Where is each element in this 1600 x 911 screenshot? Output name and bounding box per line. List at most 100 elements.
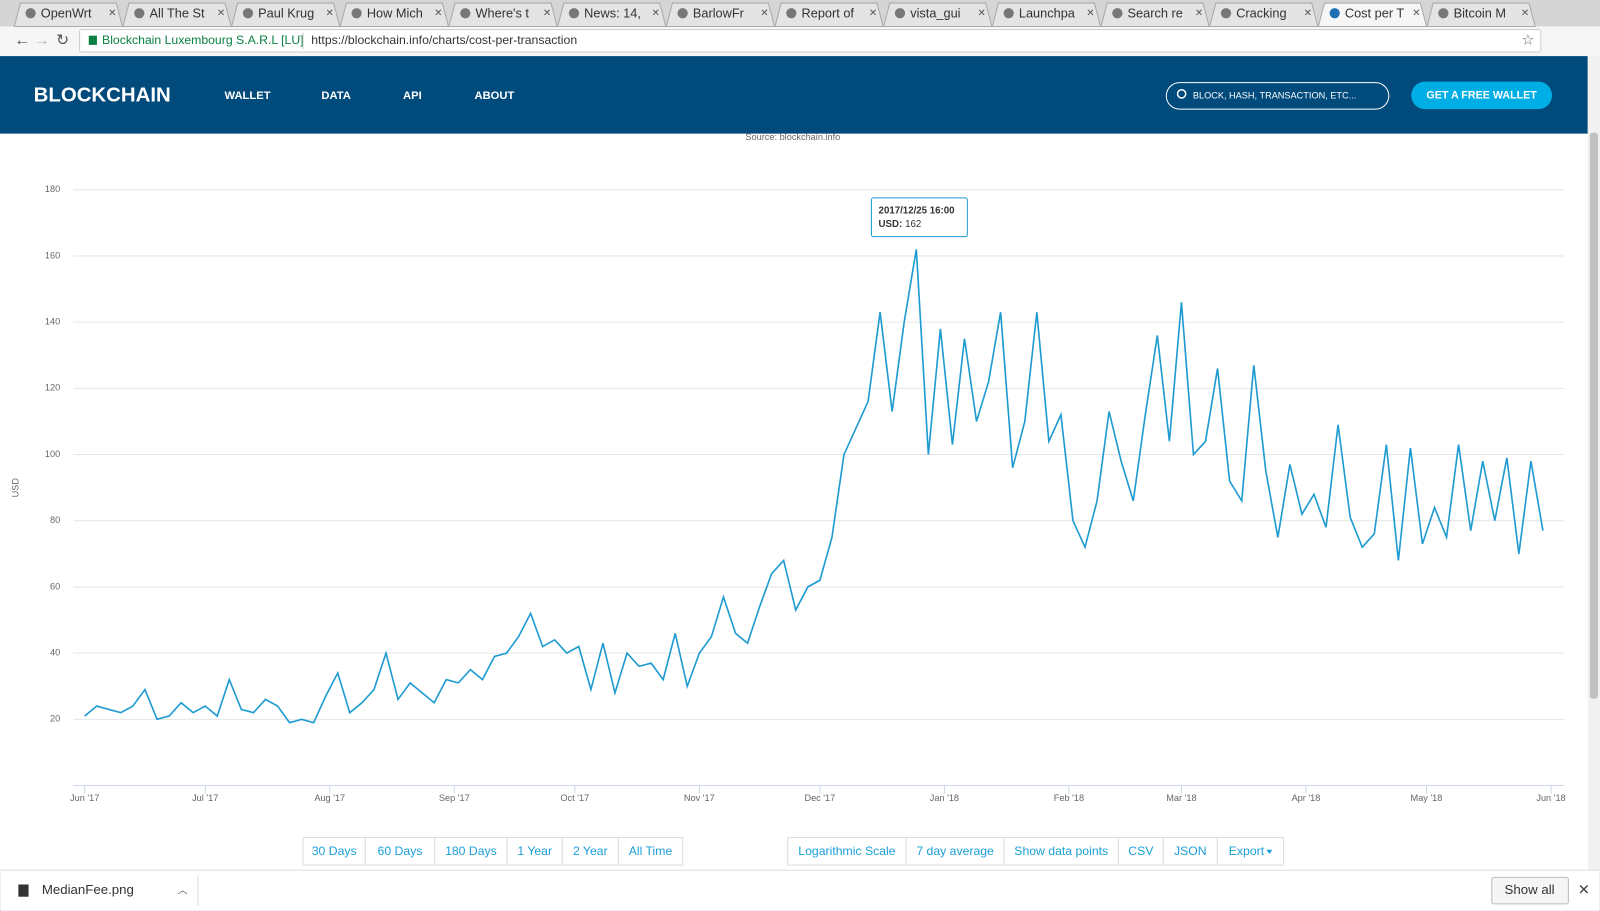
tab-favicon: [25, 8, 36, 19]
chart-button[interactable]: [1117, 837, 1164, 866]
tab-title: Where's t: [476, 6, 530, 21]
download-file[interactable]: MedianFee.png: [42, 882, 134, 897]
chart-button-label: 60 Days: [378, 844, 423, 858]
url: https://blockchain.info/charts/cost-per-…: [311, 33, 577, 47]
search-box[interactable]: [1165, 82, 1390, 110]
tooltip-value: 162: [905, 219, 921, 230]
x-tick-label: May '18: [1411, 793, 1443, 803]
nav-link[interactable]: ABOUT: [474, 90, 514, 102]
tab-title: Report of: [802, 6, 855, 21]
site-header: [0, 56, 1588, 134]
cta-button[interactable]: [1411, 81, 1553, 110]
tab-favicon: [1329, 8, 1340, 19]
chart-button[interactable]: [561, 837, 619, 866]
x-tick-label: Apr '18: [1292, 793, 1321, 803]
tab-title: OpenWrt: [41, 6, 92, 21]
x-tick-label: Aug '17: [314, 793, 345, 803]
nav-link[interactable]: WALLET: [224, 90, 270, 102]
tab-title: How Mich: [367, 6, 423, 21]
tab-title: Paul Krug: [258, 6, 314, 21]
logo[interactable]: BLOCKCHAIN: [34, 84, 171, 106]
x-tick-label: Mar '18: [1166, 793, 1196, 803]
tab[interactable]: [1317, 2, 1428, 28]
close-downloads[interactable]: ✕: [1578, 882, 1590, 898]
reload-button[interactable]: ↻: [56, 32, 69, 49]
tab-favicon: [351, 8, 362, 19]
tab[interactable]: [556, 2, 667, 28]
tab[interactable]: [122, 2, 232, 28]
tab-close[interactable]: ✕: [1086, 8, 1095, 19]
chart-button[interactable]: [302, 837, 366, 866]
tab[interactable]: [883, 2, 993, 28]
tab[interactable]: [339, 2, 450, 28]
scroll-thumb[interactable]: [1589, 132, 1598, 699]
chart-button[interactable]: [617, 837, 684, 866]
tab-title: Cracking: [1236, 6, 1286, 21]
y-tick-label: 60: [50, 581, 60, 591]
tab-close[interactable]: ✕: [978, 8, 987, 19]
tooltip-label: USD:: [879, 219, 903, 230]
omnibox[interactable]: [79, 29, 1542, 53]
y-tick-label: 120: [45, 383, 60, 393]
tab[interactable]: [1209, 2, 1319, 28]
nav-link[interactable]: API: [403, 90, 422, 102]
chart-button[interactable]: [1003, 837, 1119, 866]
chart-button-label: 1 Year: [517, 844, 552, 858]
tab-close[interactable]: ✕: [1304, 8, 1313, 19]
show-all-button[interactable]: [1491, 876, 1569, 905]
tab-favicon: [1003, 8, 1014, 19]
tab-favicon: [134, 8, 145, 19]
tab-close[interactable]: ✕: [1195, 8, 1204, 19]
chart-button[interactable]: [364, 837, 436, 866]
chart-button[interactable]: [1216, 837, 1285, 866]
tab-close[interactable]: ✕: [543, 8, 552, 19]
tab-close[interactable]: ✕: [434, 8, 443, 19]
tab[interactable]: [991, 2, 1102, 28]
tab-close[interactable]: ✕: [1412, 8, 1421, 19]
back-button[interactable]: ←: [14, 31, 30, 49]
chart-button[interactable]: [434, 837, 508, 866]
y-tick-label: 100: [45, 449, 60, 459]
source: Source: blockchain.info: [745, 132, 840, 142]
tab-title: BarlowFr: [693, 6, 745, 21]
tab-close[interactable]: ✕: [1521, 8, 1530, 19]
tab-close[interactable]: ✕: [869, 8, 878, 19]
tab-favicon: [786, 8, 797, 19]
site-identity: Blockchain Luxembourg S.A.R.L [LU]: [102, 33, 304, 47]
chart-button-label: Logarithmic Scale: [798, 844, 895, 858]
show-all-label: Show all: [1505, 882, 1555, 897]
download-menu[interactable]: ︿: [178, 885, 188, 896]
chart-button[interactable]: [905, 837, 1005, 866]
x-tick-label: Jan '18: [930, 793, 959, 803]
chart-button[interactable]: [506, 837, 563, 866]
y-tick-label: 140: [45, 317, 60, 327]
tab-close[interactable]: ✕: [217, 8, 226, 19]
tab-title: Bitcoin M: [1454, 6, 1506, 21]
tab-close[interactable]: ✕: [652, 8, 661, 19]
bookmark-star[interactable]: ☆: [1521, 33, 1534, 49]
tooltip: [870, 197, 968, 238]
chart-button-label: All Time: [629, 844, 673, 858]
chart-button[interactable]: [787, 837, 907, 866]
tab[interactable]: [13, 2, 124, 28]
tab-close[interactable]: ✕: [760, 8, 769, 19]
tab-title: News: 14,: [584, 6, 641, 21]
tab[interactable]: [448, 2, 558, 28]
tab[interactable]: [230, 2, 341, 28]
tab[interactable]: [1100, 2, 1210, 28]
tab-close[interactable]: ✕: [108, 8, 117, 19]
nav-link[interactable]: DATA: [321, 90, 351, 102]
tab-title: Cost per T: [1345, 6, 1405, 21]
tab[interactable]: [774, 2, 884, 28]
chart-button-label: 30 Days: [312, 844, 357, 858]
tooltip-date: 2017/12/25 16:00: [879, 206, 955, 217]
chart-button-label: JSON: [1174, 844, 1207, 858]
tab-title: Launchpa: [1019, 6, 1076, 21]
x-tick-label: Jun '18: [1536, 793, 1565, 803]
tab[interactable]: [665, 2, 776, 28]
tab[interactable]: [1426, 2, 1536, 28]
tab-favicon: [1438, 8, 1449, 19]
chart-button-label: 2 Year: [573, 844, 608, 858]
tab-close[interactable]: ✕: [326, 8, 335, 19]
